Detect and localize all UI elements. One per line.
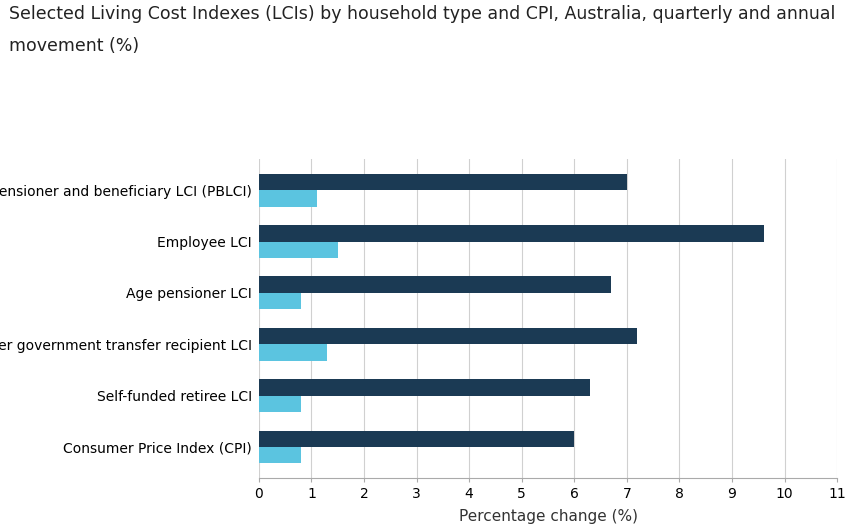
Bar (259, 328, 638, 344)
Text: Selected Living Cost Indexes (LCIs) by household type and CPI, Australia, quarte: Selected Living Cost Indexes (LCIs) by h… (9, 5, 835, 23)
Bar (259, 225, 764, 242)
X-axis label: Percentage change (%): Percentage change (%) (458, 509, 638, 524)
Bar (259, 431, 574, 447)
Bar (259, 379, 590, 396)
Bar (259, 396, 301, 412)
Text: movement (%): movement (%) (9, 37, 139, 55)
Bar (259, 174, 627, 190)
Bar (259, 242, 337, 258)
Bar (259, 277, 611, 293)
Bar (259, 190, 317, 207)
Bar (259, 447, 301, 464)
Bar (259, 293, 301, 310)
Bar (259, 344, 327, 361)
